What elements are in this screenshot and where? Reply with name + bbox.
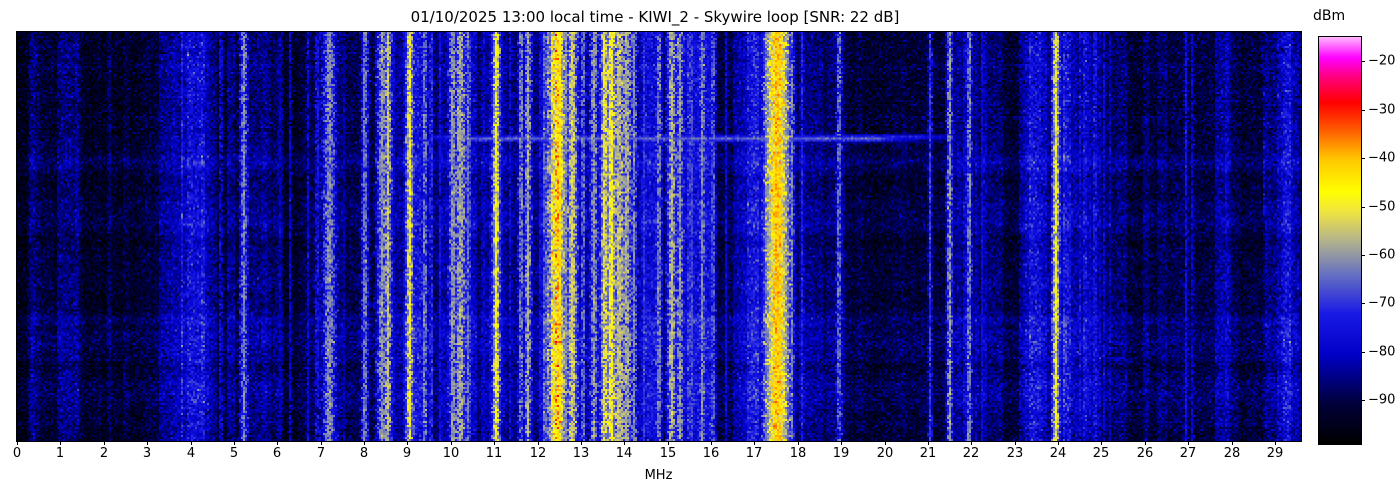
x-tick-mark: [494, 441, 495, 445]
colorbar-tick-mark: [1361, 110, 1365, 111]
colorbar-tick-mark: [1361, 400, 1365, 401]
colorbar-tick-label: −30: [1368, 102, 1396, 118]
x-tick-mark: [17, 441, 18, 445]
x-tick-mark: [1275, 441, 1276, 445]
x-tick-label: 7: [316, 446, 326, 461]
x-tick-mark: [928, 441, 929, 445]
x-tick-label: 3: [142, 446, 152, 461]
x-tick-label: 9: [402, 446, 412, 461]
x-tick-label: 5: [229, 446, 239, 461]
colorbar-tick-mark: [1361, 303, 1365, 304]
x-tick-label: 20: [876, 446, 894, 461]
x-tick-mark: [754, 441, 755, 445]
x-tick-label: 28: [1223, 446, 1241, 461]
x-tick-label: 1: [55, 446, 65, 461]
x-tick-mark: [364, 441, 365, 445]
x-tick-mark: [1232, 441, 1233, 445]
x-tick-mark: [277, 441, 278, 445]
colorbar-tick-label: −20: [1368, 53, 1396, 69]
x-tick-mark: [191, 441, 192, 445]
colorbar-tick-label: −60: [1368, 247, 1396, 263]
x-tick-mark: [60, 441, 61, 445]
colorbar-gradient: [1319, 37, 1361, 444]
x-tick-label: 0: [12, 446, 22, 461]
colorbar-tick-label: −50: [1368, 199, 1396, 215]
x-tick-mark: [234, 441, 235, 445]
waterfall-heatmap[interactable]: [17, 32, 1301, 441]
colorbar-ticks: −20 −30 −40 −50 −60 −70 −80 −90: [1361, 36, 1400, 445]
x-tick-label: 23: [1006, 446, 1024, 461]
x-tick-label: 4: [186, 446, 196, 461]
x-tick-mark: [321, 441, 322, 445]
colorbar-unit-label: dBm: [1313, 8, 1346, 24]
x-tick-label: 21: [919, 446, 937, 461]
x-tick-mark: [104, 441, 105, 445]
x-tick-mark: [1058, 441, 1059, 445]
x-tick-label: 29: [1266, 446, 1284, 461]
x-tick-mark: [147, 441, 148, 445]
x-tick-label: 10: [442, 446, 460, 461]
colorbar-tick-label: −40: [1368, 150, 1396, 166]
x-tick-mark: [407, 441, 408, 445]
figure-title: 01/10/2025 13:00 local time - KIWI_2 - S…: [410, 8, 900, 26]
colorbar-tick-mark: [1361, 352, 1365, 353]
x-tick-label: 17: [745, 446, 763, 461]
colorbar-tick-mark: [1361, 207, 1365, 208]
x-axis: 0 1 2 3 4 5 6 7 8 9 10 11 12 13 14 15 16 17 18 19 20 21 22 23 24…: [12, 441, 1301, 471]
x-tick-label: 16: [702, 446, 720, 461]
colorbar-tick-mark: [1361, 255, 1365, 256]
colorbar-tick-label: −90: [1368, 392, 1396, 408]
x-tick-label: 22: [962, 446, 980, 461]
colorbar-tick-mark: [1361, 158, 1365, 159]
x-tick-label: 12: [529, 446, 547, 461]
x-tick-mark: [711, 441, 712, 445]
x-tick-label: 25: [1092, 446, 1110, 461]
x-tick-label: 14: [615, 446, 633, 461]
x-tick-label: 18: [789, 446, 807, 461]
x-tick-label: 24: [1049, 446, 1067, 461]
x-tick-label: 6: [272, 446, 282, 461]
x-tick-mark: [798, 441, 799, 445]
x-axis-label: MHz: [644, 468, 673, 483]
x-tick-mark: [538, 441, 539, 445]
x-tick-label: 19: [832, 446, 850, 461]
colorbar-tick-label: −80: [1368, 344, 1396, 360]
x-tick-label: 15: [659, 446, 677, 461]
x-tick-label: 2: [99, 446, 109, 461]
x-tick-mark: [1101, 441, 1102, 445]
colorbar-tick-label: −70: [1368, 295, 1396, 311]
colorbar: [1318, 36, 1362, 445]
x-tick-mark: [885, 441, 886, 445]
x-tick-mark: [624, 441, 625, 445]
x-tick-label: 27: [1179, 446, 1197, 461]
x-tick-mark: [841, 441, 842, 445]
x-tick-label: 8: [359, 446, 369, 461]
x-tick-label: 11: [485, 446, 503, 461]
x-tick-mark: [1145, 441, 1146, 445]
x-tick-mark: [668, 441, 669, 445]
x-tick-mark: [1188, 441, 1189, 445]
x-tick-label: 13: [572, 446, 590, 461]
x-tick-mark: [1015, 441, 1016, 445]
colorbar-tick-mark: [1361, 61, 1365, 62]
x-tick-mark: [581, 441, 582, 445]
x-tick-mark: [971, 441, 972, 445]
waterfall-plot-area[interactable]: [16, 31, 1302, 442]
x-tick-mark: [451, 441, 452, 445]
x-tick-label: 26: [1136, 446, 1154, 461]
